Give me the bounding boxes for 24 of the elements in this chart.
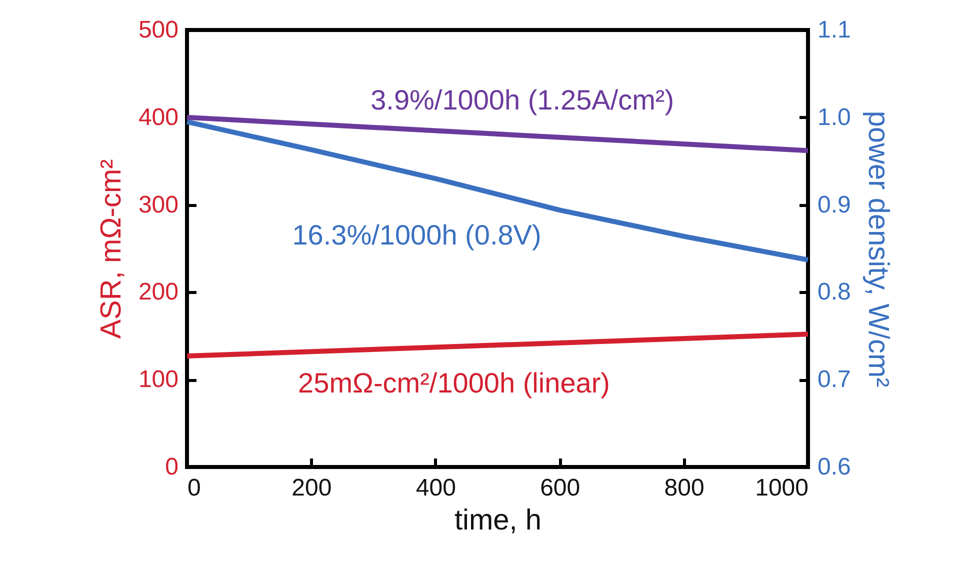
y-tick-label: 300: [138, 191, 178, 218]
y2-tick-label: 1.0: [818, 104, 851, 131]
x-axis-title: time, h: [454, 504, 542, 536]
y-axis-title: ASR, mΩ-cm²: [95, 158, 128, 339]
y-tick-label: 100: [138, 366, 178, 394]
x-tick-label: 400: [416, 474, 456, 502]
y2-axis-title: power density, W/cm²: [862, 110, 894, 388]
x-tick-label: 200: [292, 474, 332, 502]
y2-tick-label: 0.7: [818, 366, 851, 394]
x-tick-label: 600: [540, 474, 580, 502]
y-tick-label: 200: [138, 278, 178, 306]
y2-tick-label: 0.6: [818, 454, 851, 480]
series-label: 3.9%/1000h (1.25A/cm²): [370, 84, 674, 116]
y-tick-label: 0: [165, 454, 178, 480]
y2-tick-label: 0.8: [818, 278, 851, 306]
x-tick-label: 0: [188, 474, 201, 502]
x-tick-label: 1000: [755, 474, 808, 502]
y-tick-label: 400: [138, 104, 178, 131]
series-label: 25mΩ-cm²/1000h (linear): [298, 368, 610, 399]
series-label: 16.3%/1000h (0.8V): [292, 219, 542, 250]
x-tick-label: 800: [664, 474, 704, 502]
y2-tick-label: 0.9: [818, 191, 851, 218]
y2-tick-label: 1.1: [818, 16, 851, 44]
y-tick-label: 500: [138, 16, 178, 44]
